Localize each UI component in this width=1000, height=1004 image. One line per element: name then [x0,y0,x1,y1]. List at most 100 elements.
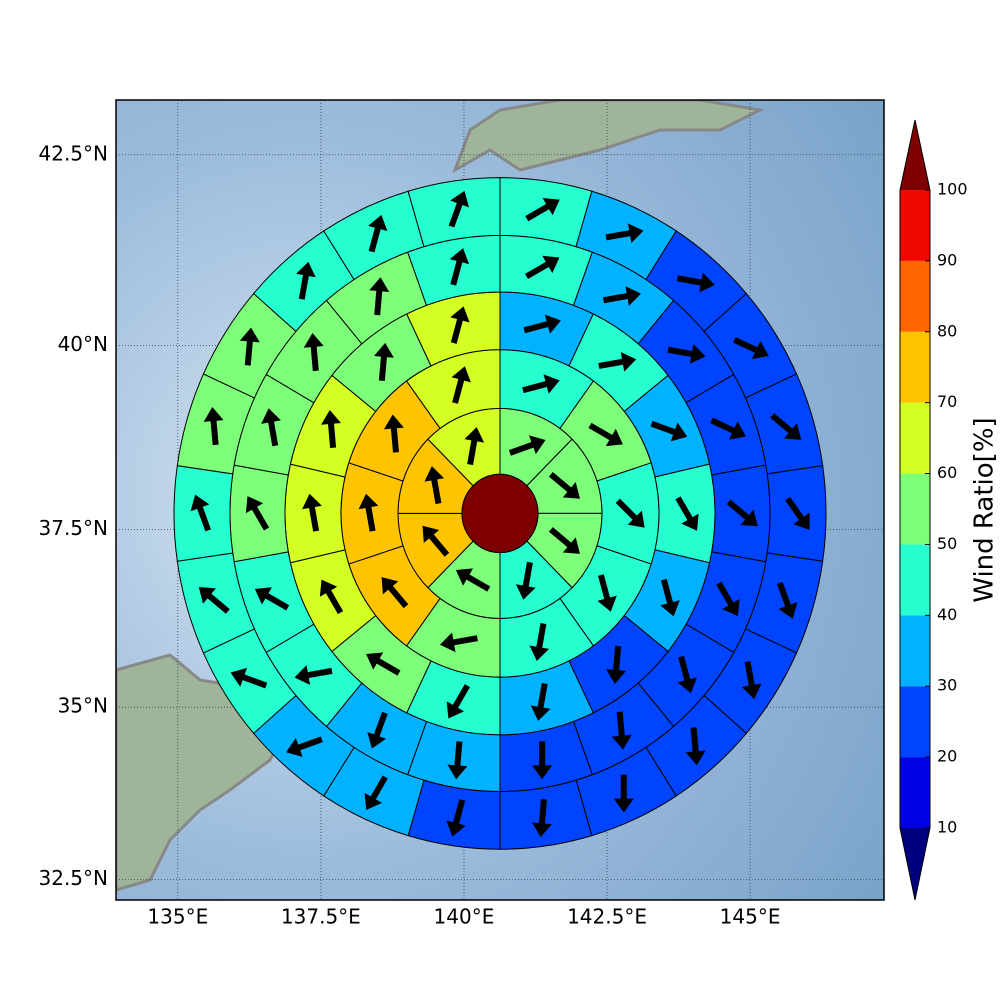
colorbar-tick-label: 80 [937,321,957,340]
wind-arrow [449,248,470,286]
wind-arrow [446,684,470,719]
wind-arrow [368,214,388,253]
x-tick-label: 145°E [720,905,781,929]
colorbar: 10 20 30 40 50 60 70 80 90 100 [899,119,968,901]
wind-arrow [785,496,810,530]
y-tick-label: 40°N [58,332,108,356]
wind-arrow [726,499,758,527]
colorbar-tick-label: 70 [937,392,957,411]
colorbar-tick-label: 10 [937,818,957,837]
wind-arrow [716,581,740,617]
wind-arrow [439,632,478,653]
colorbar-band [900,402,930,474]
wind-arrow [615,498,645,528]
arrows [190,190,810,838]
wind-arrow [383,414,404,453]
wind-arrow [230,667,268,689]
wind-arrow [447,741,468,780]
wind-arrow [302,493,322,532]
wind-arrow [588,422,623,447]
colorbar-tick-label: 90 [937,250,957,269]
wind-arrow [450,306,470,344]
wind-arrow [198,587,230,614]
colorbar-tick-label: 40 [937,605,957,624]
wind-arrow [523,314,561,334]
wind-arrow [239,327,260,366]
plot-frame [115,99,885,901]
colorbar-over [900,120,930,190]
wind-arrow [529,623,550,661]
wind-arrow [548,527,580,554]
wind-arrow [448,190,470,228]
wind-arrow [254,587,290,611]
wind-arrow [373,342,394,382]
land [452,100,765,174]
wind-arrow [531,799,552,838]
colorbar-band [900,615,930,687]
wind-arrow [598,351,637,372]
y-tick-label: 35°N [58,694,108,718]
colorbar-tick-label: 60 [937,463,957,482]
wind-arrow [603,286,641,306]
wind-arrow [422,525,450,557]
wind-arrow [667,344,706,364]
colorbar-band [900,473,930,545]
wind-arrow [303,332,324,372]
wind-arrow [530,682,551,721]
wind-arrow [650,420,688,442]
colorbar-band [900,757,930,828]
wind-arrow [605,223,644,244]
wind-arrow [525,255,560,280]
wind-arrow [525,197,560,222]
sectors [173,177,827,850]
wind-arrow [741,661,762,700]
wind-arrow [319,579,344,615]
wind-arrow [451,366,471,404]
wind-arrow [675,496,699,531]
wind-arrow [613,774,634,813]
colorbar-tick-label: 100 [937,180,968,199]
x-tick-label: 140°E [434,905,495,929]
wind-arrow [522,374,560,394]
wind-arrow [286,736,323,757]
colorbar-band [900,331,930,403]
wind-arrow [515,561,536,600]
wind-arrow [369,277,390,316]
wind-arrow [685,727,706,766]
colorbar-band [900,544,930,616]
wind-arrow [321,409,341,449]
wind-arrow [190,494,211,532]
wind-arrow [611,711,632,750]
wind-arrow [597,574,617,612]
colorbar-label: Wind Ratio[%] [970,417,1000,602]
wind-arrow [245,496,270,531]
wind-arrow [532,741,553,780]
colorbar-tick-label: 30 [937,676,957,695]
x-tick-label: 142.5°E [567,905,647,929]
wind-arrow [261,408,281,447]
wind-arrow [424,466,445,505]
colorbar-band [900,260,930,332]
wind-arrow [606,645,627,684]
wind-arrow [381,577,409,609]
wind-arrow [367,711,388,749]
wind-arrow [710,417,747,440]
wind-arrow [203,407,224,446]
colorbar-band [900,686,930,758]
wind-arrow [446,799,466,837]
wind-arrow [548,471,580,499]
wind-arrow [364,775,388,810]
center-cell [461,473,539,554]
wind-arrow [455,568,491,592]
wind-arrow [676,272,715,293]
wind-arrow [294,665,333,685]
wind-arrow [366,652,401,676]
colorbar-tick-label: 20 [937,747,957,766]
y-tick-label: 32.5°N [39,866,109,890]
y-tick-label: 42.5°N [39,141,109,165]
x-tick-label: 135°E [147,905,208,929]
wind-arrow [677,655,697,694]
wind-arrow [733,337,769,360]
y-tick-label: 37.5°N [39,516,109,540]
